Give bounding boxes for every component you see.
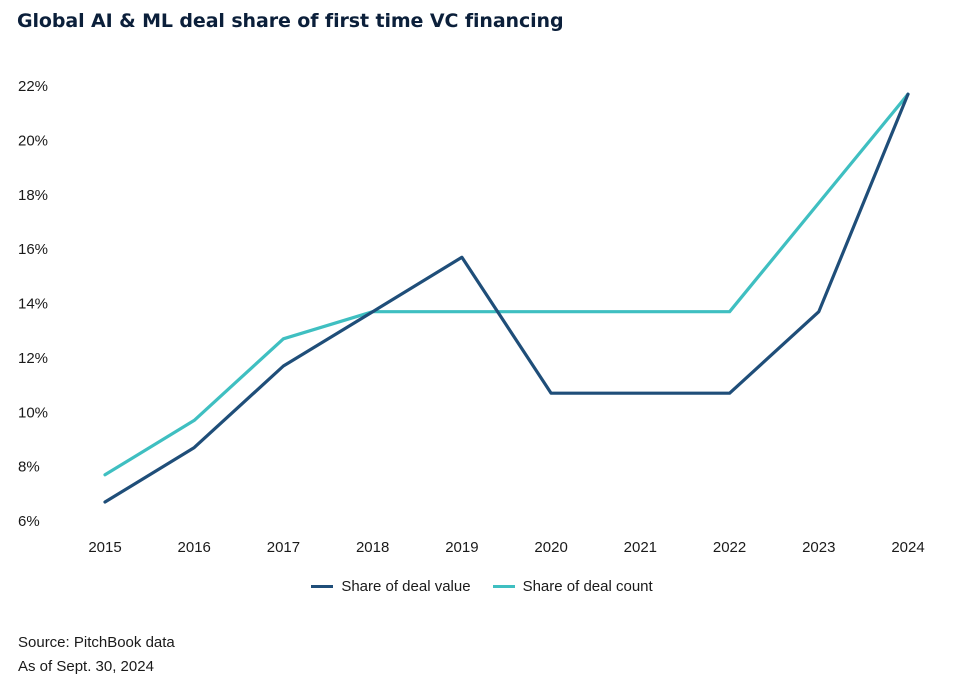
x-tick-label: 2018 bbox=[356, 539, 389, 556]
y-tick-label: 16% bbox=[18, 241, 48, 258]
series-line-deal-value bbox=[103, 92, 910, 504]
x-tick-label: 2015 bbox=[88, 539, 121, 556]
y-tick-label: 6% bbox=[18, 513, 40, 530]
x-tick-label: 2022 bbox=[713, 539, 746, 556]
x-tick-label: 2023 bbox=[802, 539, 835, 556]
y-tick-label: 14% bbox=[18, 296, 48, 313]
chart-legend: Share of deal value Share of deal count bbox=[0, 578, 964, 595]
x-tick-label: 2017 bbox=[267, 539, 300, 556]
x-tick-label: 2019 bbox=[445, 539, 478, 556]
legend-item-deal-count: Share of deal count bbox=[492, 578, 653, 595]
legend-label-deal-value: Share of deal value bbox=[341, 578, 471, 595]
legend-label-deal-count: Share of deal count bbox=[522, 578, 653, 595]
y-tick-label: 22% bbox=[18, 78, 48, 95]
series-lines bbox=[103, 92, 910, 504]
x-tick-label: 2016 bbox=[178, 539, 211, 556]
legend-item-deal-value: Share of deal value bbox=[311, 578, 471, 595]
y-tick-label: 10% bbox=[18, 404, 48, 421]
source-note: Source: PitchBook data bbox=[18, 634, 175, 651]
x-tick-label: 2021 bbox=[624, 539, 657, 556]
y-axis-ticks: 6% 8% 10% 12% 14% 16% 18% 20% 22% bbox=[18, 78, 48, 530]
x-tick-label: 2024 bbox=[891, 539, 924, 556]
y-tick-label: 18% bbox=[18, 187, 48, 204]
legend-swatch-deal-value bbox=[311, 585, 334, 588]
as-of-note: As of Sept. 30, 2024 bbox=[18, 658, 154, 675]
y-tick-label: 8% bbox=[18, 459, 40, 476]
legend-swatch-deal-count bbox=[492, 585, 515, 588]
y-tick-label: 20% bbox=[18, 132, 48, 149]
x-tick-label: 2020 bbox=[534, 539, 567, 556]
chart-title: Global AI & ML deal share of first time … bbox=[17, 10, 564, 32]
x-axis-ticks: 2015 2016 2017 2018 2019 2020 2021 2022 2023 2024 bbox=[88, 539, 924, 556]
y-tick-label: 12% bbox=[18, 350, 48, 367]
series-line-deal-count bbox=[103, 92, 910, 477]
